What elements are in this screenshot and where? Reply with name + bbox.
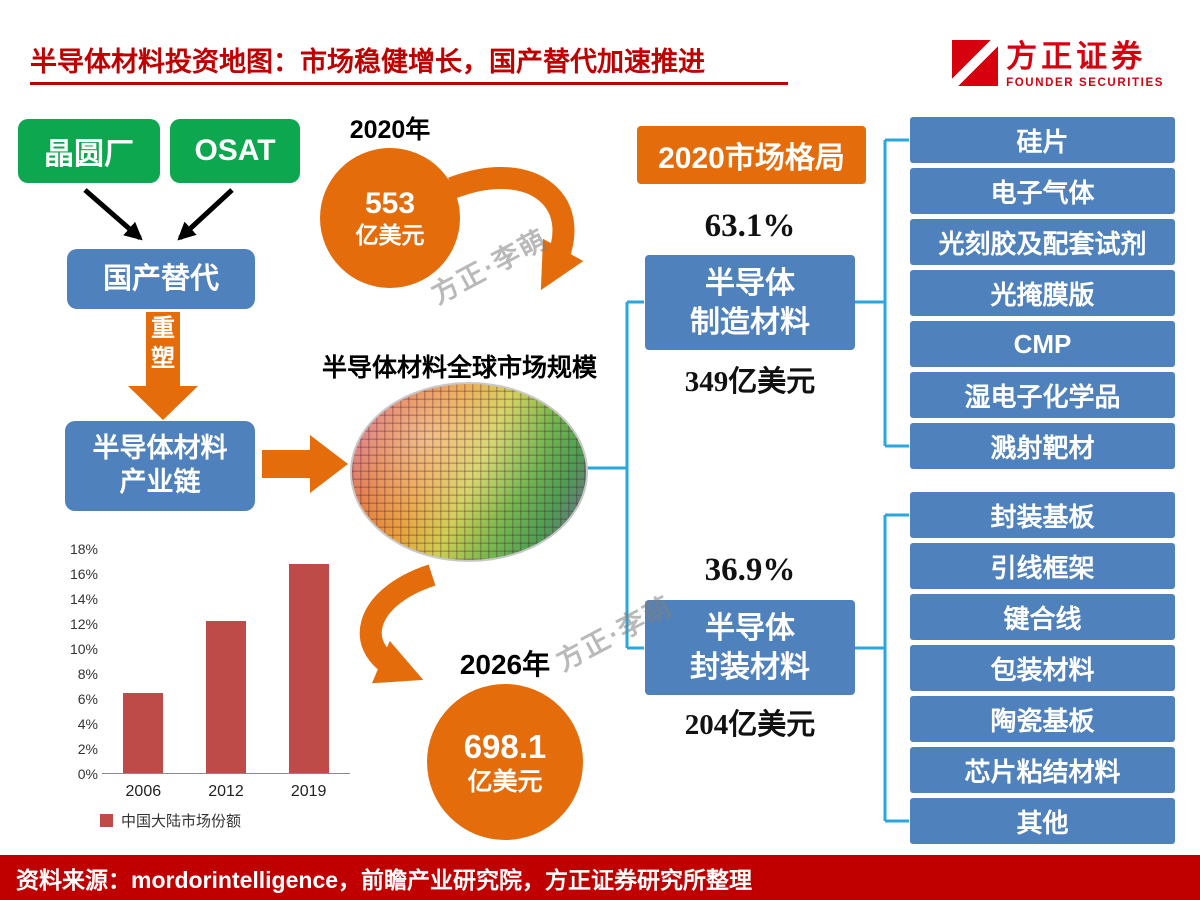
manufacturing-name-line-1: 半导体 [705, 266, 795, 300]
list-item: 键合线 [910, 594, 1175, 640]
x-tick-2012: 2012 [208, 783, 244, 800]
founder-securities-logo: 方正证券 FOUNDER SECURITIES [952, 39, 1164, 90]
legend-label: 中国大陆市场份额 [121, 813, 242, 830]
packaging-materials-box: 半导体 封装材料 [645, 600, 855, 695]
packaging-name-line-2: 封装材料 [690, 650, 810, 684]
y-tick-16: 16% [69, 566, 98, 582]
manufacturing-bracket-connector [855, 138, 909, 448]
list-item: 电子气体 [910, 168, 1175, 214]
y-tick-18: 18% [69, 541, 98, 557]
manufacturing-materials-box: 半导体 制造材料 [645, 255, 855, 350]
list-item: 溅射靶材 [910, 423, 1175, 469]
market-size-2020-value: 553 [364, 187, 416, 221]
title-underline [30, 82, 788, 85]
list-item: 芯片粘结材料 [910, 747, 1175, 793]
reshape-char-2: 塑 [151, 345, 175, 372]
list-item: CMP [910, 321, 1175, 367]
manufacturing-value: 349亿美元 [684, 366, 816, 398]
wafer-fab-box: 晶圆厂 [18, 119, 160, 183]
manufacturing-share: 63.1% [704, 208, 796, 244]
list-item: 包装材料 [910, 645, 1175, 691]
manufacturing-items-list: 硅片 电子气体 光刻胶及配套试剂 光掩膜版 CMP 湿电子化学品 溅射靶材 [910, 117, 1175, 469]
y-tick-8: 8% [77, 666, 98, 682]
founder-logo-icon [952, 40, 999, 86]
market-size-2020-unit: 亿美元 [355, 222, 425, 249]
list-item: 光刻胶及配套试剂 [910, 219, 1175, 265]
year-2026-label: 2026年 [459, 649, 551, 680]
logo-brand-text: 方正证券 [1006, 39, 1147, 74]
packaging-items-list: 封装基板 引线框架 键合线 包装材料 陶瓷基板 芯片粘结材料 其他 [910, 492, 1175, 844]
wafer-image [350, 382, 588, 562]
y-tick-2: 2% [77, 741, 98, 757]
chain-line-2: 产业链 [119, 467, 201, 497]
y-tick-4: 4% [77, 716, 98, 732]
chain-line-1: 半导体材料 [92, 433, 228, 464]
manufacturing-name-line-2: 制造材料 [690, 305, 810, 339]
market-size-2020-circle: 553 亿美元 [320, 148, 460, 288]
logo-subtitle-text: FOUNDER SECURITIES [1006, 77, 1164, 90]
converge-arrow-left [83, 188, 143, 241]
converge-arrow-right [177, 188, 234, 241]
chart-plot-area: 0% 2% 4% 6% 8% 10% 12% 14% 16% 18% 2006 2012 2019 [70, 541, 350, 800]
y-tick-14: 14% [69, 591, 98, 607]
packaging-value: 204亿美元 [684, 709, 816, 741]
domestic-substitution-box: 国产替代 [67, 249, 255, 309]
list-item: 陶瓷基板 [910, 696, 1175, 742]
list-item: 其他 [910, 798, 1175, 844]
source-bar: 资料来源：mordorintelligence，前瞻产业研究院，方正证券研究所整… [0, 855, 1200, 900]
list-item: 封装基板 [910, 492, 1175, 538]
market-structure-header: 2020市场格局 [637, 126, 866, 184]
y-tick-12: 12% [69, 616, 98, 632]
x-tick-2019: 2019 [290, 783, 327, 800]
y-tick-6: 6% [77, 691, 98, 707]
packaging-share: 36.9% [704, 552, 796, 588]
legend-swatch [100, 814, 113, 827]
y-tick-0: 0% [77, 766, 98, 782]
packaging-name-line-1: 半导体 [705, 611, 795, 645]
year-2020-label: 2020年 [349, 116, 431, 144]
reshape-char-1: 重 [151, 315, 175, 342]
market-size-2026-circle: 698.1 亿美元 [427, 684, 583, 840]
china-share-bar-chart: 0% 2% 4% 6% 8% 10% 12% 14% 16% 18% 2006 2012 2019 中国… [58, 538, 358, 838]
market-size-2026-unit: 亿美元 [467, 767, 543, 796]
bar-2006 [123, 693, 164, 773]
reshape-label: 重 塑 [147, 314, 179, 374]
packaging-bracket-connector [855, 513, 909, 823]
list-item: 湿电子化学品 [910, 372, 1175, 418]
chart-legend: 中国大陆市场份额 [100, 810, 241, 831]
chain-right-arrow [262, 435, 348, 493]
y-tick-10: 10% [69, 641, 98, 657]
x-tick-2006: 2006 [125, 783, 162, 800]
page-title: 半导体材料投资地图：市场稳健增长，国产替代加速推进 [30, 47, 705, 77]
list-item: 光掩膜版 [910, 270, 1175, 316]
bar-2019 [288, 564, 329, 773]
bar-2012 [206, 620, 246, 773]
global-market-caption: 半导体材料全球市场规模 [322, 354, 598, 382]
curved-arrow-2026 [359, 564, 436, 684]
osat-box: OSAT [170, 119, 300, 183]
list-item: 硅片 [910, 117, 1175, 163]
materials-industry-chain-box: 半导体材料 产业链 [65, 421, 255, 511]
list-item: 引线框架 [910, 543, 1175, 589]
market-size-2026-value: 698.1 [463, 728, 547, 766]
